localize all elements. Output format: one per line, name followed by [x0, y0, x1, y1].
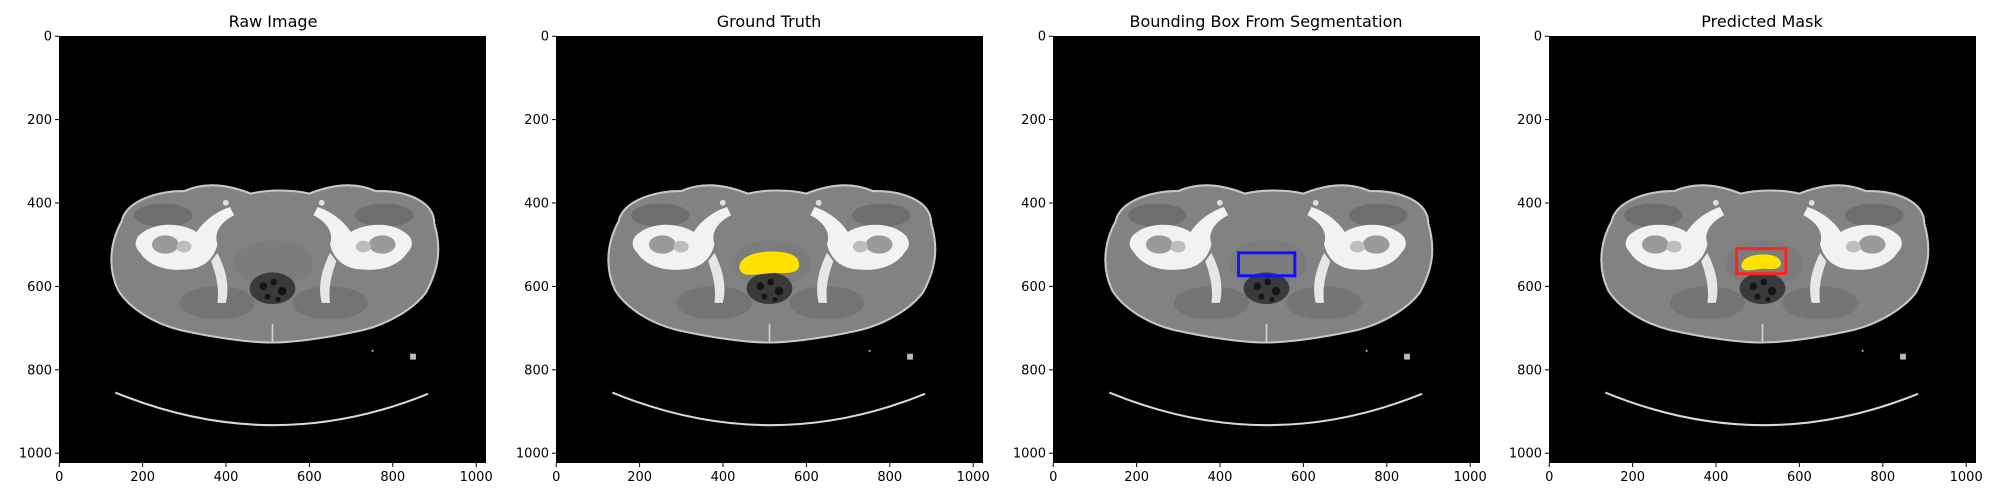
y-axis: 0 200 400 600 800 1000	[19, 30, 59, 462]
panel-title: Bounding Box From Segmentation	[1129, 12, 1402, 31]
x-axis: 0 200 400 600 800 1000	[55, 463, 493, 485]
panel-title: Ground Truth	[717, 12, 822, 31]
x-tick-label: 0	[1545, 470, 1553, 485]
x-tick-label: 1000	[957, 470, 990, 485]
y-axis: 0 200 400 600 800 1000	[516, 30, 556, 462]
ct-image	[1053, 36, 1480, 463]
x-tick-label: 800	[877, 470, 902, 485]
y-tick-label: 1000	[516, 447, 549, 462]
y-tick-label: 0	[1534, 30, 1542, 45]
y-tick-label: 200	[1021, 113, 1046, 128]
x-tick-label: 0	[55, 470, 63, 485]
y-tick-label: 1000	[1509, 447, 1542, 462]
x-tick-label: 800	[1870, 470, 1895, 485]
x-axis: 0 200 400 600 800 1000	[1545, 463, 1983, 485]
y-tick-label: 200	[524, 113, 549, 128]
x-tick-label: 200	[1620, 470, 1645, 485]
x-axis: 0 200 400 600 800 1000	[552, 463, 990, 485]
panel-predicted-mask: Predicted Mask 0 200 400 600 800 1000 0 200 400…	[1509, 12, 1983, 485]
x-tick-label: 200	[1124, 470, 1149, 485]
x-tick-label: 400	[1208, 470, 1233, 485]
y-tick-label: 200	[27, 113, 52, 128]
y-tick-label: 1000	[19, 447, 52, 462]
x-tick-label: 1000	[460, 470, 493, 485]
y-tick-label: 0	[44, 30, 52, 45]
x-tick-label: 600	[1291, 470, 1316, 485]
x-tick-label: 800	[380, 470, 405, 485]
y-tick-label: 200	[1517, 113, 1542, 128]
y-tick-label: 600	[524, 280, 549, 295]
x-tick-label: 600	[794, 470, 819, 485]
y-tick-label: 800	[524, 363, 549, 378]
y-tick-label: 800	[1021, 363, 1046, 378]
ct-image	[59, 36, 486, 463]
y-tick-label: 800	[27, 363, 52, 378]
x-tick-label: 400	[214, 470, 239, 485]
y-axis: 0 200 400 600 800 1000	[1013, 30, 1053, 462]
y-tick-label: 0	[1038, 30, 1046, 45]
panel-raw-image: Raw Image 0 200 400 600 800 1000 0 200 400 600 80…	[19, 12, 493, 485]
ct-image	[1549, 36, 1976, 463]
x-tick-label: 0	[1049, 470, 1057, 485]
x-tick-label: 800	[1374, 470, 1399, 485]
x-tick-label: 1000	[1454, 470, 1487, 485]
x-axis: 0 200 400 600 800 1000	[1049, 463, 1487, 485]
y-tick-label: 1000	[1013, 447, 1046, 462]
x-tick-label: 1000	[1950, 470, 1983, 485]
panel-title: Raw Image	[229, 12, 318, 31]
ct-image	[556, 36, 983, 463]
panel-ground-truth: Ground Truth 0 200 400 600 800 1000 0 200 400 60…	[516, 12, 990, 485]
x-tick-label: 400	[1704, 470, 1729, 485]
x-tick-label: 600	[1787, 470, 1812, 485]
y-tick-label: 400	[27, 197, 52, 212]
y-tick-label: 600	[27, 280, 52, 295]
x-tick-label: 200	[627, 470, 652, 485]
y-axis: 0 200 400 600 800 1000	[1509, 30, 1549, 462]
y-tick-label: 800	[1517, 363, 1542, 378]
x-tick-label: 400	[711, 470, 736, 485]
y-tick-label: 400	[524, 197, 549, 212]
x-tick-label: 0	[552, 470, 560, 485]
y-tick-label: 400	[1021, 197, 1046, 212]
y-tick-label: 600	[1517, 280, 1542, 295]
y-tick-label: 0	[541, 30, 549, 45]
x-tick-label: 200	[130, 470, 155, 485]
x-tick-label: 600	[297, 470, 322, 485]
panel-title: Predicted Mask	[1701, 12, 1823, 31]
y-tick-label: 600	[1021, 280, 1046, 295]
panel-bounding-box: Bounding Box From Segmentation 0 200 400 60…	[1013, 12, 1487, 485]
y-tick-label: 400	[1517, 197, 1542, 212]
